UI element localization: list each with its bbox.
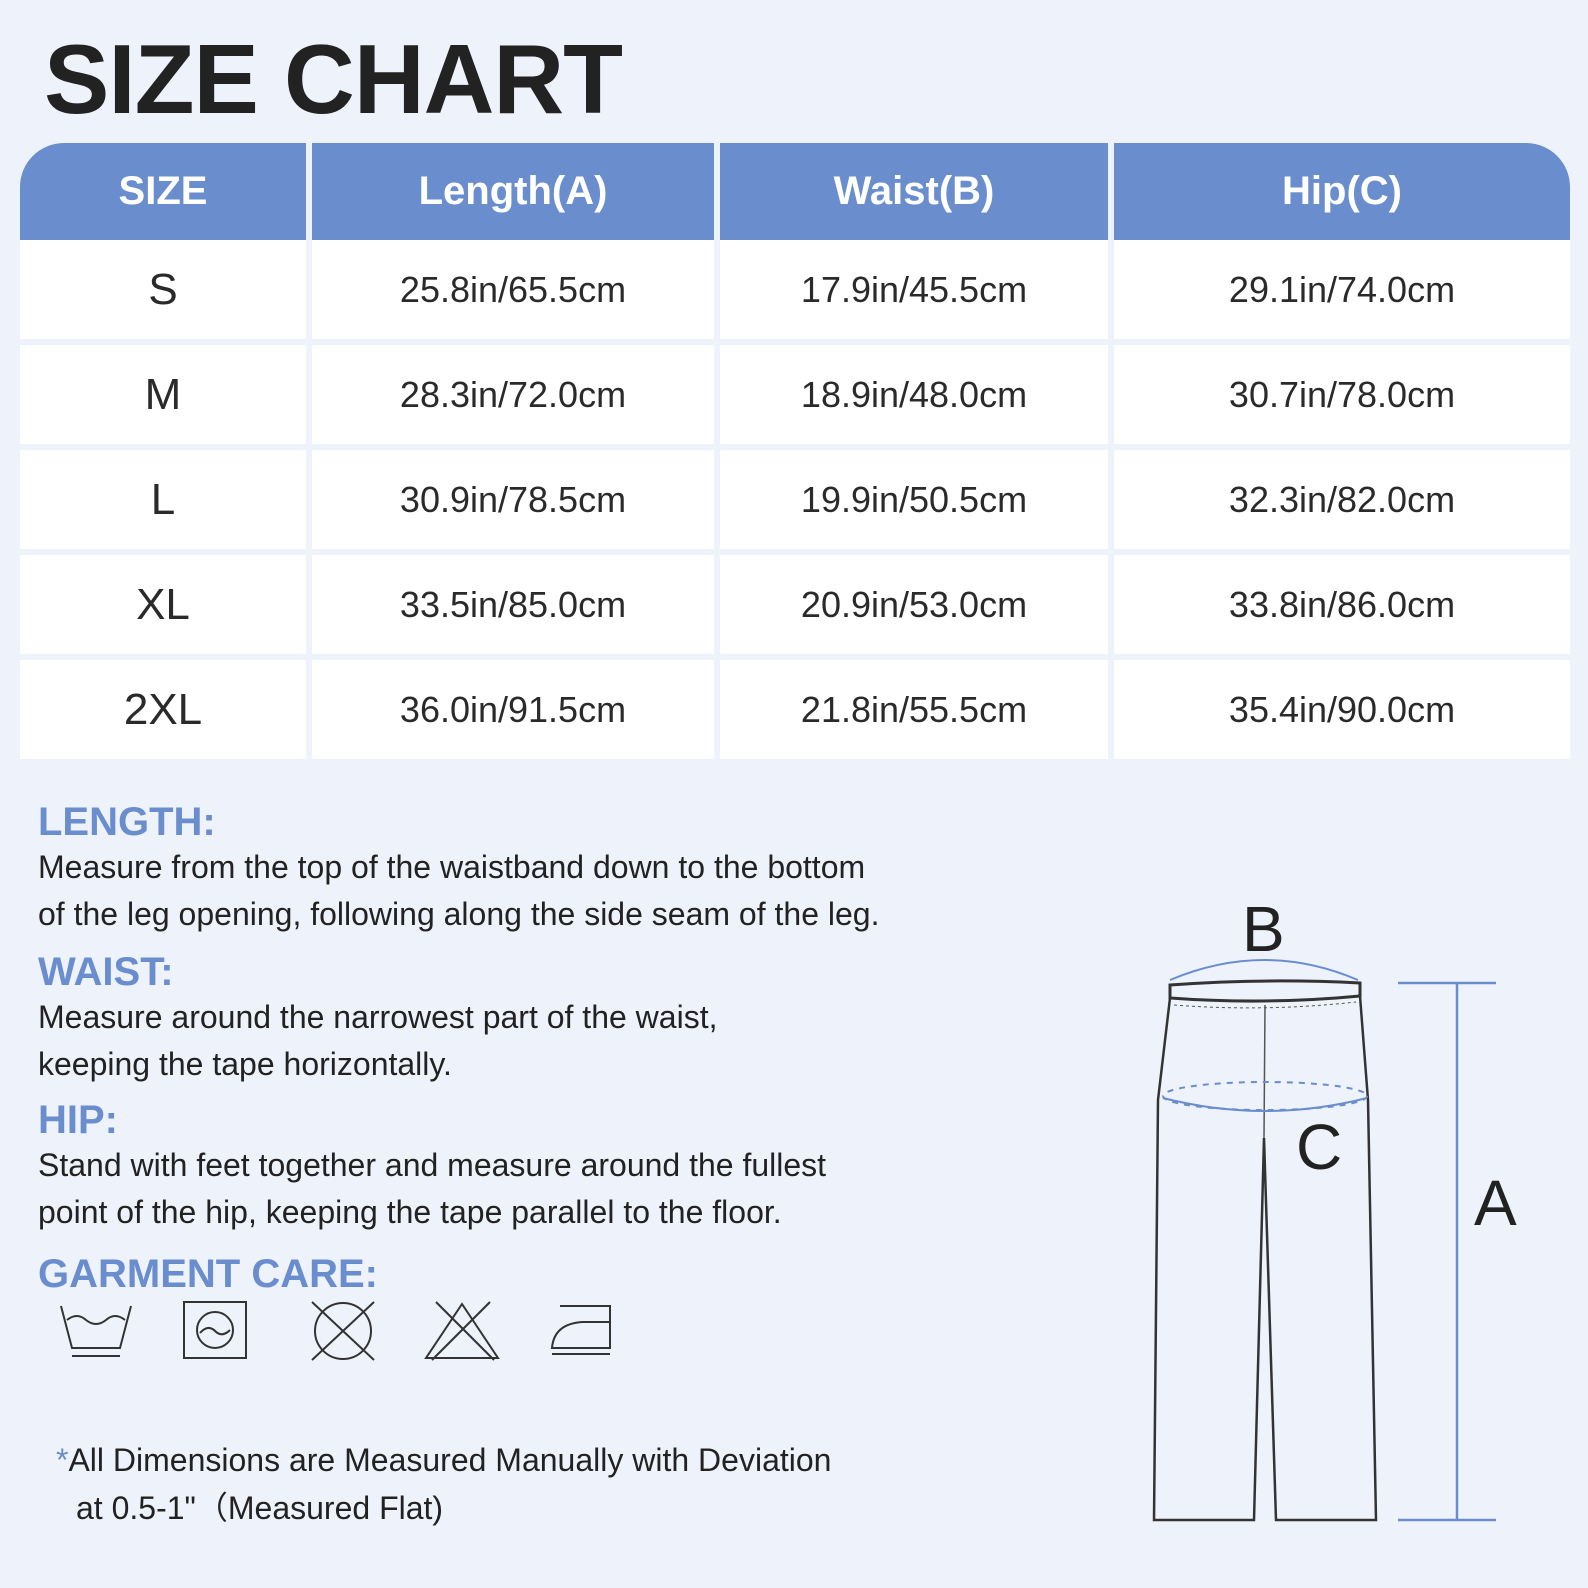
cell-waist: 18.9in/48.0cm xyxy=(720,345,1114,450)
cell-size: XL xyxy=(20,555,312,660)
cell-length: 30.9in/78.5cm xyxy=(312,450,720,555)
cell-hip: 32.3in/82.0cm xyxy=(1114,450,1570,555)
table-row: XL 33.5in/85.0cm 20.9in/53.0cm 33.8in/86.0c… xyxy=(20,555,1570,660)
header-length: Length(A) xyxy=(312,143,720,240)
cell-size: 2XL xyxy=(20,660,312,759)
cell-length: 33.5in/85.0cm xyxy=(312,555,720,660)
cell-size: S xyxy=(20,240,312,345)
measurement-note: *All Dimensions are Measured Manually wi… xyxy=(56,1436,831,1532)
size-table: SIZE Length(A) Waist(B) Hip(C) S 25.8in/6… xyxy=(20,143,1570,759)
no-dry-clean-icon xyxy=(311,1301,375,1361)
waist-section: WAIST: Measure around the narrowest part… xyxy=(38,950,717,1088)
cell-length: 36.0in/91.5cm xyxy=(312,660,720,759)
hip-section: HIP: Stand with feet together and measur… xyxy=(38,1098,826,1236)
cell-size: M xyxy=(20,345,312,450)
pants-diagram: B C A xyxy=(1130,880,1560,1560)
header-hip: Hip(C) xyxy=(1114,143,1570,240)
label-a: A xyxy=(1474,1167,1517,1239)
note-line-1: All Dimensions are Measured Manually wit… xyxy=(68,1442,832,1478)
note-line-2: at 0.5-1"（Measured Flat) xyxy=(76,1490,444,1526)
header-waist: Waist(B) xyxy=(720,143,1114,240)
care-section: GARMENT CARE: xyxy=(38,1252,378,1296)
waist-heading: WAIST: xyxy=(38,950,174,994)
cell-waist: 20.9in/53.0cm xyxy=(720,555,1114,660)
table-header-row: SIZE Length(A) Waist(B) Hip(C) xyxy=(20,143,1570,240)
hand-wash-icon xyxy=(60,1305,132,1357)
no-bleach-icon xyxy=(424,1301,500,1361)
length-heading: LENGTH: xyxy=(38,800,216,844)
cell-hip: 35.4in/90.0cm xyxy=(1114,660,1570,759)
header-size: SIZE xyxy=(20,143,312,240)
cell-waist: 17.9in/45.5cm xyxy=(720,240,1114,345)
hip-text: Stand with feet together and measure aro… xyxy=(38,1147,827,1230)
table-row: S 25.8in/65.5cm 17.9in/45.5cm 29.1in/74.0cm xyxy=(20,240,1570,345)
hip-heading: HIP: xyxy=(38,1098,118,1142)
cell-waist: 21.8in/55.5cm xyxy=(720,660,1114,759)
table-row: L 30.9in/78.5cm 19.9in/50.5cm 32.3in/82.0cm xyxy=(20,450,1570,555)
note-star: * xyxy=(56,1442,69,1478)
iron-icon xyxy=(550,1305,611,1355)
label-c: C xyxy=(1296,1111,1343,1183)
pants-illustration xyxy=(1152,959,1496,1522)
length-section: LENGTH: Measure from the top of the wais… xyxy=(38,800,879,938)
cell-waist: 19.9in/50.5cm xyxy=(720,450,1114,555)
table-row: M 28.3in/72.0cm 18.9in/48.0cm 30.7in/78.0cm xyxy=(20,345,1570,450)
page-title: SIZE CHART xyxy=(44,24,623,134)
cell-hip: 33.8in/86.0cm xyxy=(1114,555,1570,660)
table-row: 2XL 36.0in/91.5cm 21.8in/55.5cm 35.4in/90.0… xyxy=(20,660,1570,759)
cell-size: L xyxy=(20,450,312,555)
label-b: B xyxy=(1242,893,1285,965)
cell-hip: 30.7in/78.0cm xyxy=(1114,345,1570,450)
tumble-dry-icon xyxy=(183,1301,247,1359)
cell-hip: 29.1in/74.0cm xyxy=(1114,240,1570,345)
waist-text: Measure around the narrowest part of the… xyxy=(38,999,718,1082)
cell-length: 25.8in/65.5cm xyxy=(312,240,720,345)
length-text: Measure from the top of the waistband do… xyxy=(38,849,880,932)
cell-length: 28.3in/72.0cm xyxy=(312,345,720,450)
care-heading: GARMENT CARE: xyxy=(38,1252,378,1296)
